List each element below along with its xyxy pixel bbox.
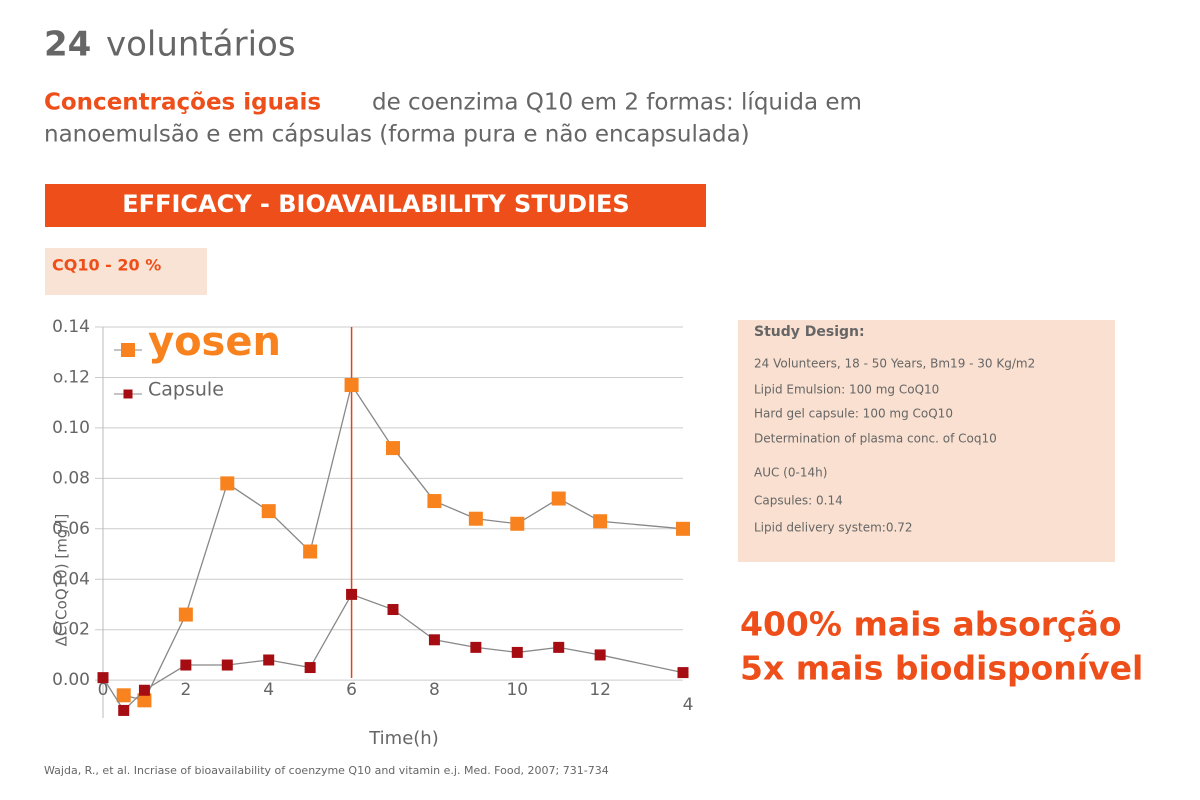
study-line: Lipid delivery system:0.72 <box>754 521 913 535</box>
y-tick-label: 0.10 <box>52 418 90 438</box>
marker <box>551 491 566 506</box>
marker <box>676 521 690 536</box>
legend-marker <box>121 343 135 357</box>
claim: 400% mais absorção <box>740 605 1122 644</box>
x-tick-label: 12 <box>589 680 611 700</box>
title: voluntários <box>106 25 296 65</box>
marker <box>386 441 400 456</box>
marker <box>118 704 130 716</box>
y-tick-label: 0.08 <box>52 468 90 488</box>
banner-bg <box>45 184 706 227</box>
y-tick-label: 0.14 <box>52 317 90 337</box>
x-tick-label: 2 <box>180 680 191 700</box>
study-line: Determination of plasma conc. of Coq10 <box>754 432 997 446</box>
marker <box>427 494 442 509</box>
marker <box>137 693 152 708</box>
count: 24 <box>44 25 91 65</box>
study-line: Hard gel capsule: 100 mg CoQ10 <box>754 407 953 421</box>
marker <box>180 659 192 671</box>
study-line: Lipid Emulsion: 100 mg CoQ10 <box>754 383 939 397</box>
marker <box>511 646 523 658</box>
marker <box>220 476 235 491</box>
marker <box>346 588 358 600</box>
marker <box>263 654 275 666</box>
subtitle: nanoemulsão e em cápsulas (forma pura e … <box>44 122 750 148</box>
marker <box>387 604 399 616</box>
x-tick-label: 6 <box>346 680 357 700</box>
x-tick-label: 4 <box>263 680 274 700</box>
legend-label: Capsule <box>148 379 224 401</box>
marker <box>594 649 606 661</box>
marker <box>138 684 150 696</box>
banner: EFFICACY - BIOAVAILABILITY STUDIES <box>122 190 629 218</box>
legend-label: yosen <box>148 319 281 365</box>
marker <box>593 514 608 529</box>
y-tick-label: o.12 <box>53 367 90 387</box>
marker <box>221 659 233 671</box>
legend-marker <box>123 389 133 399</box>
study-line: 24 Volunteers, 18 - 50 Years, Bm19 - 30 … <box>754 357 1035 371</box>
x-tick-label: 4 <box>683 695 694 715</box>
marker <box>261 504 276 519</box>
marker <box>428 634 440 646</box>
y-axis-label: ΔC(CoQ10) [mg/l] <box>53 514 71 647</box>
marker <box>510 516 525 531</box>
study-box <box>738 320 1115 562</box>
subtitle: de coenzima Q10 em 2 formas: líquida em <box>372 90 862 116</box>
y-tick-label: 0.00 <box>52 670 90 690</box>
marker <box>116 688 131 703</box>
x-tick-label: 8 <box>429 680 440 700</box>
subtitle-highlight: Concentrações iguais <box>44 90 321 116</box>
study-title: Study Design: <box>754 324 865 340</box>
marker <box>470 641 482 653</box>
marker <box>303 544 318 559</box>
marker <box>468 511 483 526</box>
y-tick-label: 0.06 <box>52 519 90 539</box>
marker <box>344 378 359 393</box>
marker <box>677 667 689 679</box>
claim: 5x mais biodisponível <box>740 649 1143 688</box>
x-tick-label: 10 <box>506 680 528 700</box>
marker <box>553 641 565 653</box>
y-tick-label: 0.02 <box>52 620 90 640</box>
study-line: Capsules: 0.14 <box>754 494 843 508</box>
marker <box>97 672 109 684</box>
tag-bg <box>45 248 207 295</box>
marker <box>304 662 316 674</box>
x-axis-label: Time(h) <box>368 728 439 749</box>
study-line: AUC (0-14h) <box>754 466 827 480</box>
tag: CQ10 - 20 % <box>52 256 161 275</box>
marker <box>178 607 193 622</box>
y-tick-label: 0.04 <box>52 569 90 589</box>
citation: Wajda, R., et al. Incriase of bioavailab… <box>44 764 609 777</box>
x-tick-label: 0 <box>98 680 109 700</box>
